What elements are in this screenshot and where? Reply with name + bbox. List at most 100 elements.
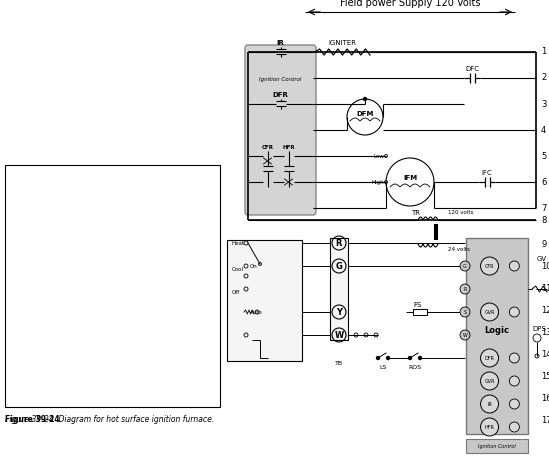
Text: Limit switch: Limit switch — [73, 351, 127, 360]
Text: IR: IR — [277, 40, 284, 46]
Text: DFR: DFR — [13, 227, 31, 236]
Text: 15: 15 — [541, 371, 549, 380]
Circle shape — [418, 357, 422, 359]
Text: TR: TR — [412, 210, 421, 216]
Text: Field power Supply 120 Volts: Field power Supply 120 Volts — [340, 0, 480, 8]
Text: Off: Off — [232, 289, 240, 295]
Text: Figure 39-24: Figure 39-24 — [5, 414, 65, 423]
Text: Component: Component — [73, 171, 136, 181]
Text: HFR: HFR — [485, 424, 495, 429]
Text: Low: Low — [373, 154, 384, 158]
Text: FS: FS — [13, 254, 24, 263]
Text: G: G — [463, 263, 467, 269]
Text: IFM: IFM — [403, 175, 417, 182]
Circle shape — [460, 307, 470, 317]
Text: GV: GV — [13, 268, 26, 277]
Bar — [466, 439, 528, 453]
Circle shape — [509, 261, 519, 271]
Text: Run capacitor: Run capacitor — [73, 365, 136, 374]
Circle shape — [509, 422, 519, 432]
Circle shape — [480, 372, 498, 390]
Text: Heat: Heat — [232, 240, 245, 245]
Circle shape — [408, 357, 412, 359]
Text: 2: 2 — [541, 73, 546, 82]
Text: ROS: ROS — [13, 378, 32, 387]
Text: R: R — [336, 238, 342, 247]
Circle shape — [363, 97, 367, 100]
Text: DFM: DFM — [13, 213, 33, 222]
Text: Draft fan relay: Draft fan relay — [73, 227, 139, 236]
Text: 14: 14 — [541, 350, 549, 359]
Text: S: S — [463, 309, 467, 315]
Text: Letters: Letters — [13, 171, 52, 181]
Text: 8: 8 — [541, 216, 546, 225]
Circle shape — [480, 418, 498, 436]
Text: IR: IR — [13, 337, 22, 346]
Text: On: On — [250, 263, 257, 269]
Text: RC: RC — [13, 365, 25, 374]
Text: ROS: ROS — [408, 365, 422, 369]
Text: 12: 12 — [541, 306, 549, 315]
Text: 11: 11 — [541, 283, 549, 292]
Text: TR: TR — [13, 392, 25, 401]
Text: IR: IR — [487, 402, 492, 406]
Text: IGNITER: IGNITER — [328, 40, 356, 46]
Text: HFR: HFR — [282, 144, 295, 149]
Text: Ignition Control: Ignition Control — [259, 78, 302, 82]
FancyBboxPatch shape — [245, 45, 316, 215]
Text: Cool: Cool — [232, 266, 244, 272]
Text: DFR: DFR — [272, 92, 288, 98]
Text: Indoor fan motor: Indoor fan motor — [73, 324, 149, 333]
Text: FS: FS — [414, 302, 422, 308]
Text: 4: 4 — [541, 125, 546, 134]
Text: GV: GV — [537, 256, 547, 262]
Text: 7: 7 — [541, 203, 546, 212]
Circle shape — [386, 357, 389, 359]
Text: High: High — [371, 179, 384, 184]
Text: GVR: GVR — [484, 378, 495, 384]
Text: IFM: IFM — [13, 324, 29, 333]
Text: LS: LS — [13, 351, 24, 360]
Bar — [330, 238, 348, 340]
Text: DPS: DPS — [532, 326, 546, 332]
Circle shape — [480, 257, 498, 275]
Text: CFR: CFR — [261, 144, 273, 149]
Text: 24 volts: 24 volts — [448, 246, 470, 252]
Text: DFC: DFC — [13, 199, 31, 208]
Bar — [413, 309, 427, 315]
Text: Gas valve: Gas valve — [73, 268, 117, 277]
Text: CFR: CFR — [485, 263, 494, 269]
Text: 16: 16 — [541, 394, 549, 403]
Text: TB: TB — [335, 360, 343, 366]
Text: DFC: DFC — [465, 66, 479, 72]
Text: Gas valve relay: Gas valve relay — [73, 282, 143, 291]
Text: Draft pressure switch: Draft pressure switch — [73, 241, 170, 250]
Text: GVR: GVR — [13, 282, 32, 291]
Circle shape — [460, 330, 470, 340]
Text: 6: 6 — [541, 177, 546, 186]
Text: Figure 39-24  Diagram for hot surface ignition furnace.: Figure 39-24 Diagram for hot surface ign… — [5, 414, 214, 423]
Text: 1: 1 — [541, 47, 546, 56]
Text: Roll-out switch: Roll-out switch — [73, 378, 140, 387]
Text: W: W — [463, 333, 467, 338]
Text: 13: 13 — [541, 327, 549, 336]
Text: Ignition Control: Ignition Control — [478, 444, 516, 448]
Circle shape — [509, 307, 519, 317]
Text: 3: 3 — [541, 99, 546, 108]
Text: 5: 5 — [541, 151, 546, 160]
Text: Auto: Auto — [250, 309, 263, 315]
Text: Y: Y — [336, 307, 342, 316]
Text: DPS: DPS — [13, 241, 31, 250]
Text: LS: LS — [379, 365, 386, 369]
Text: 9: 9 — [541, 239, 546, 248]
Circle shape — [509, 399, 519, 409]
Text: Draft fan motor: Draft fan motor — [73, 213, 143, 222]
Text: G: G — [335, 262, 343, 271]
Circle shape — [509, 376, 519, 386]
Text: W: W — [334, 331, 344, 340]
Text: DFM: DFM — [356, 111, 374, 117]
Text: CFR: CFR — [13, 185, 31, 194]
Text: 17: 17 — [541, 415, 549, 424]
Circle shape — [480, 303, 498, 321]
Text: Indoor fan capacitor: Indoor fan capacitor — [73, 309, 164, 318]
